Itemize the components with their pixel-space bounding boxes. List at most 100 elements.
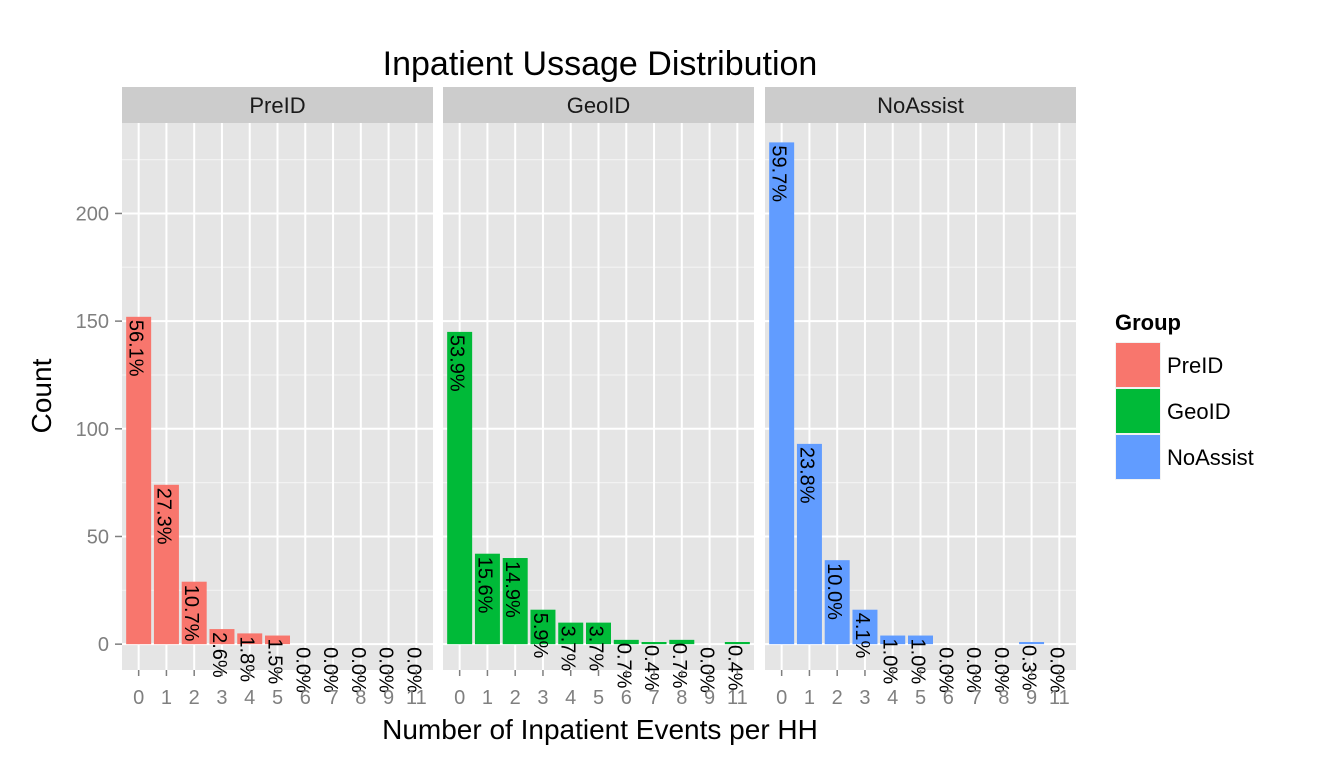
x-tick-label: 7 <box>648 687 659 709</box>
data-label: 0.0% <box>375 647 397 693</box>
x-tick-label: 6 <box>621 687 632 709</box>
data-label: 0.0% <box>347 647 369 693</box>
bar-preid-4 <box>237 633 263 645</box>
x-tick-label: 1 <box>161 687 172 709</box>
data-label: 0.0% <box>291 647 313 693</box>
x-tick-label: 6 <box>943 687 954 709</box>
x-tick-label: 4 <box>565 687 576 709</box>
bar-noassist-2 <box>824 560 850 645</box>
bar-preid-5 <box>265 635 290 645</box>
x-tick-label: 0 <box>133 687 144 709</box>
legend-entry-label: GeoID <box>1167 399 1231 424</box>
y-axis-label: Count <box>26 358 57 433</box>
legend-title: Group <box>1115 310 1181 335</box>
legend-swatch-noassist <box>1116 435 1160 479</box>
data-label: 0.0% <box>319 647 341 693</box>
y-tick-label: 200 <box>76 203 109 225</box>
x-tick-label: 8 <box>998 687 1009 709</box>
data-label: 0.0% <box>962 647 984 693</box>
facet-strip <box>122 87 433 123</box>
data-label: 1.0% <box>907 639 929 685</box>
data-label: 10.0% <box>823 563 845 620</box>
data-label: 59.7% <box>768 145 790 202</box>
x-tick-label: 8 <box>355 687 366 709</box>
data-label: 2.6% <box>208 632 230 678</box>
facet-strip-label: NoAssist <box>877 93 964 118</box>
data-label: 27.3% <box>152 488 174 545</box>
x-tick-label: 4 <box>244 687 255 709</box>
facet-strip <box>443 87 754 123</box>
x-tick-label: 4 <box>887 687 898 709</box>
bar-geoid-3 <box>530 609 556 645</box>
x-tick-label: 2 <box>189 687 200 709</box>
bar-geoid-8 <box>669 639 695 645</box>
x-tick-label: 9 <box>704 687 715 709</box>
bar-noassist-1 <box>796 443 822 645</box>
bar-preid-2 <box>181 581 207 645</box>
x-tick-label: 2 <box>832 687 843 709</box>
data-label: 0.7% <box>612 643 634 689</box>
bar-geoid-4 <box>558 622 584 645</box>
x-tick-label: 9 <box>383 687 394 709</box>
x-tick-label: 11 <box>1049 687 1070 709</box>
bar-geoid-1 <box>474 553 500 645</box>
x-tick-label: 7 <box>970 687 981 709</box>
x-axis-label: Number of Inpatient Events per HH <box>382 714 818 745</box>
data-label: 0.4% <box>723 645 745 691</box>
bar-geoid-5 <box>586 622 611 645</box>
data-label: 0.0% <box>696 647 718 693</box>
bar-noassist-0 <box>769 142 795 645</box>
data-label: 1.5% <box>264 639 286 685</box>
data-label: 15.6% <box>473 557 495 614</box>
bar-noassist-4 <box>880 635 906 645</box>
data-label: 3.7% <box>557 626 579 672</box>
bar-noassist-5 <box>908 635 933 645</box>
legend-entry-label: PreID <box>1167 353 1223 378</box>
legend-swatch-preid <box>1116 343 1160 387</box>
facet-strip <box>765 87 1076 123</box>
bar-preid-0 <box>126 316 152 645</box>
data-label: 14.9% <box>501 561 523 618</box>
x-tick-label: 6 <box>300 687 311 709</box>
x-tick-label: 1 <box>804 687 815 709</box>
x-tick-label: 11 <box>406 687 427 709</box>
bar-geoid-0 <box>447 331 473 645</box>
legend: Group PreID GeoID NoAssist <box>1115 310 1254 480</box>
data-label: 5.9% <box>529 613 551 659</box>
x-tick-label: 3 <box>216 687 227 709</box>
data-label: 0.7% <box>668 643 690 689</box>
bar-geoid-2 <box>502 558 528 645</box>
legend-swatch-geoid <box>1116 389 1160 433</box>
legend-entry-label: NoAssist <box>1167 445 1254 470</box>
x-tick-label: 5 <box>915 687 926 709</box>
data-label: 3.7% <box>585 626 607 672</box>
bar-noassist-3 <box>852 609 878 645</box>
bar-noassist-9 <box>1019 642 1045 645</box>
x-tick-label: 2 <box>510 687 521 709</box>
data-label: 23.8% <box>795 447 817 504</box>
y-tick-label: 150 <box>76 311 109 333</box>
x-tick-label: 1 <box>482 687 493 709</box>
bar-geoid-6 <box>613 639 639 645</box>
x-tick-label: 8 <box>676 687 687 709</box>
x-tick-label: 0 <box>454 687 465 709</box>
x-tick-label: 9 <box>1026 687 1037 709</box>
y-tick-label: 50 <box>87 526 109 548</box>
data-label: 0.0% <box>1045 647 1067 693</box>
bar-geoid-7 <box>641 642 667 645</box>
x-tick-label: 7 <box>327 687 338 709</box>
x-tick-label: 5 <box>272 687 283 709</box>
data-label: 1.8% <box>236 636 258 682</box>
y-axis: 0 50 100 150 200 <box>76 203 122 656</box>
facet-strip-label: PreID <box>249 93 305 118</box>
data-label: 56.1% <box>125 320 147 377</box>
facet-strip-label: GeoID <box>567 93 631 118</box>
x-tick-label: 5 <box>593 687 604 709</box>
data-label: 1.0% <box>879 639 901 685</box>
data-label: 10.7% <box>180 585 202 642</box>
